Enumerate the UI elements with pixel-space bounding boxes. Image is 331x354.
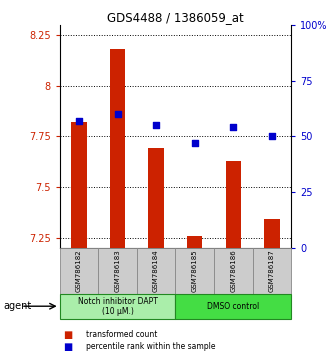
Bar <box>137 248 175 294</box>
Text: ■: ■ <box>63 342 72 352</box>
Text: GSM786182: GSM786182 <box>76 250 82 292</box>
Point <box>269 133 275 139</box>
Text: ■: ■ <box>63 330 72 339</box>
Bar <box>60 248 98 294</box>
Text: percentile rank within the sample: percentile rank within the sample <box>86 342 215 352</box>
Bar <box>175 294 291 319</box>
Bar <box>175 248 214 294</box>
Bar <box>226 161 241 248</box>
Bar <box>71 122 87 248</box>
Text: GSM786183: GSM786183 <box>115 250 120 292</box>
Text: GSM786185: GSM786185 <box>192 250 198 292</box>
Bar <box>187 236 203 248</box>
Text: transformed count: transformed count <box>86 330 158 339</box>
Bar <box>98 248 137 294</box>
Point <box>192 140 197 146</box>
Point <box>115 111 120 117</box>
Text: DMSO control: DMSO control <box>207 302 260 311</box>
Text: Notch inhibitor DAPT
(10 μM.): Notch inhibitor DAPT (10 μM.) <box>77 297 158 316</box>
Bar <box>253 248 291 294</box>
Point <box>154 122 159 128</box>
Point <box>76 118 81 124</box>
Bar <box>110 49 125 248</box>
Bar <box>148 148 164 248</box>
Point <box>231 125 236 130</box>
Text: GSM786184: GSM786184 <box>153 250 159 292</box>
Bar <box>60 294 175 319</box>
Text: GSM786186: GSM786186 <box>230 250 236 292</box>
Text: GSM786187: GSM786187 <box>269 250 275 292</box>
Title: GDS4488 / 1386059_at: GDS4488 / 1386059_at <box>107 11 244 24</box>
Text: agent: agent <box>3 301 31 311</box>
Bar <box>264 219 280 248</box>
Bar <box>214 248 253 294</box>
